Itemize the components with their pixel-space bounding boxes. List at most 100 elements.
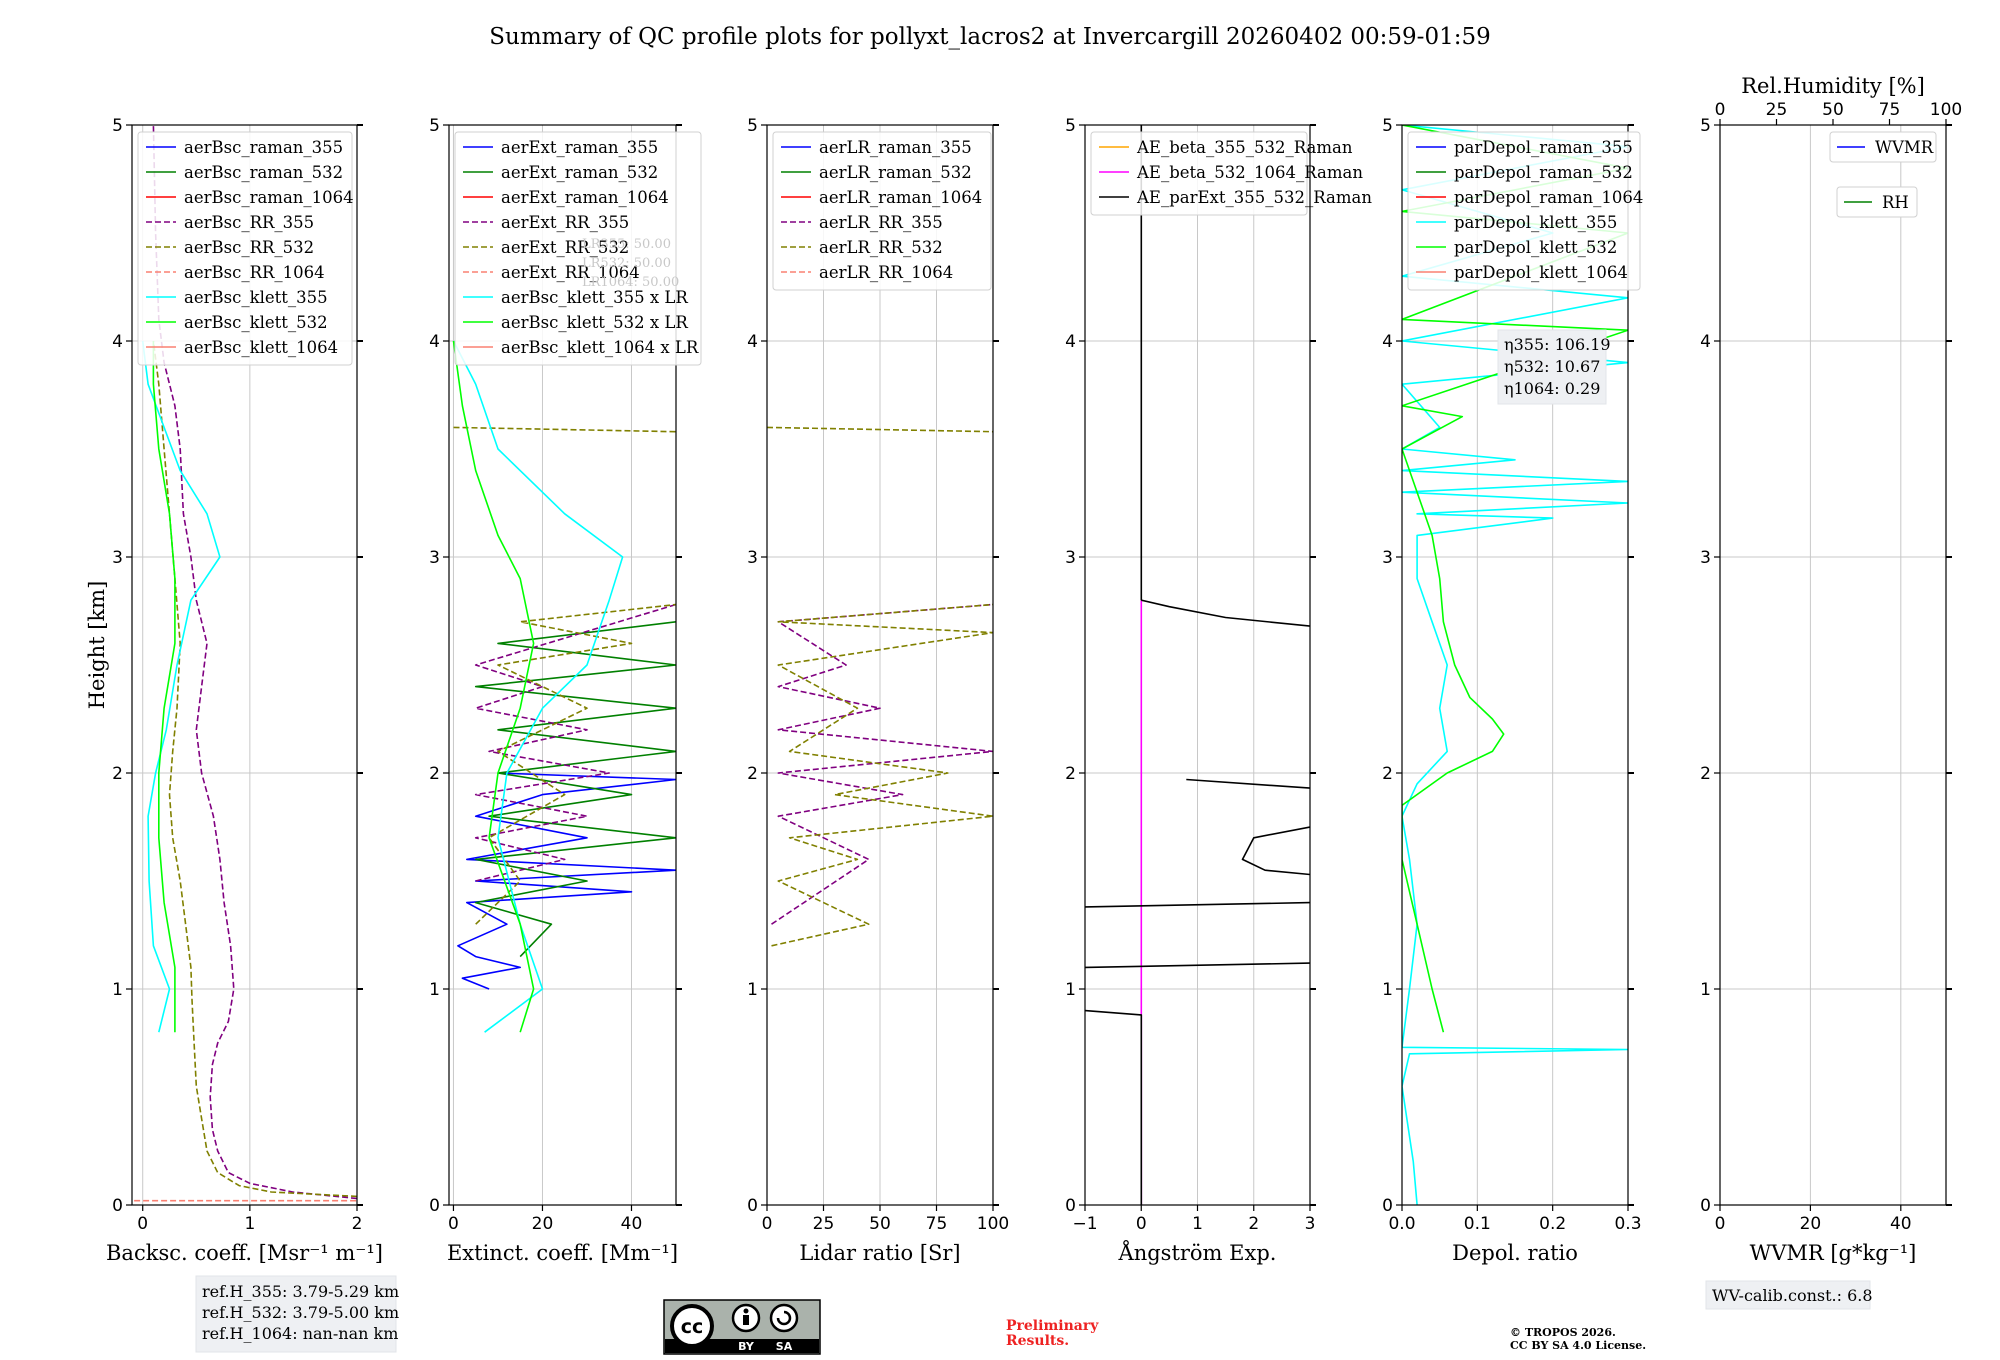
y-tick-label-ae-0: 0 bbox=[1065, 1196, 1076, 1216]
legend-label-ae-1: AE_beta_532_1064_Raman bbox=[1136, 163, 1363, 182]
faint-lr-label-1: LR532: 50.00 bbox=[582, 256, 671, 271]
y-tick-label-depol-0: 0 bbox=[1382, 1196, 1393, 1216]
y-tick-label-ext-0: 0 bbox=[429, 1196, 440, 1216]
y-tick-label-bsc-0: 0 bbox=[112, 1196, 123, 1216]
legend-box-wvmr-1 bbox=[1836, 186, 1918, 218]
series-group-ext bbox=[452, 340, 676, 1033]
legend-label-bsc-8: aerBsc_klett_1064 bbox=[184, 338, 338, 357]
x-tick-label-wvmr-0: 0 bbox=[1715, 1214, 1726, 1234]
y-tick-label-bsc-1: 1 bbox=[112, 980, 123, 1000]
sa-label: SA bbox=[776, 1340, 793, 1353]
legend-label-depol-1: parDepol_raman_532 bbox=[1454, 163, 1633, 182]
x-tick-label-depol-3: 0.3 bbox=[1614, 1214, 1641, 1234]
legend-label-ext-4: aerExt_RR_532 bbox=[501, 238, 629, 257]
series-aerLR_RR_532_high bbox=[767, 426, 993, 433]
faint-lr-label-0: LR355: 50.00 bbox=[582, 237, 671, 252]
x-tick-label-lr-0: 0 bbox=[762, 1214, 773, 1234]
cc-license-badge: cc BY SA bbox=[663, 1299, 821, 1355]
y-tick-label-ae-5: 5 bbox=[1065, 116, 1076, 136]
y-tick-label-bsc-2: 2 bbox=[112, 764, 123, 784]
legend-label-lr-3: aerLR_RR_355 bbox=[819, 213, 943, 232]
x-tick-label-lr-4: 100 bbox=[977, 1214, 1009, 1234]
panel-bsc: 0 1 2 3 4 5 0 1 2 Backsc. coeff. [Msr⁻¹ m⁻¹] aerBs… bbox=[106, 116, 383, 1265]
y-tick-label-ae-3: 3 bbox=[1065, 548, 1076, 568]
legend-label-depol-2: parDepol_raman_1064 bbox=[1454, 188, 1643, 207]
y-tick-label-ae-2: 2 bbox=[1065, 764, 1076, 784]
panel-ext: 0 1 2 3 4 5 0 20 40 Extinct. coeff. [Mm⁻¹] aerExt_… bbox=[429, 116, 702, 1265]
series-group-lr bbox=[767, 426, 993, 947]
x-tick-label-ae-2: 1 bbox=[1192, 1214, 1203, 1234]
ref-height-355: ref.H_355: 3.79-5.29 km bbox=[202, 1282, 399, 1301]
series-aerBsc_RR_355 bbox=[152, 125, 357, 1200]
top-x-tick-label-3: 75 bbox=[1879, 100, 1901, 120]
y-tick-label-wvmr-3: 3 bbox=[1700, 548, 1711, 568]
y-tick-label-depol-3: 3 bbox=[1382, 548, 1393, 568]
series-aerLR_RR_355 bbox=[771, 603, 993, 925]
legend-box-ae bbox=[1090, 131, 1308, 216]
legend-label-bsc-6: aerBsc_klett_355 bbox=[184, 288, 328, 307]
by-icon-head bbox=[743, 1308, 749, 1314]
top-axis-label: Rel.Humidity [%] bbox=[1741, 74, 1925, 98]
preliminary-line-2: Results. bbox=[1006, 1333, 1069, 1349]
preliminary-line-1: Preliminary bbox=[1006, 1318, 1099, 1334]
series-aerLR_RR_532 bbox=[771, 603, 993, 947]
legend-label-bsc-2: aerBsc_raman_1064 bbox=[184, 188, 354, 207]
legend-box-depol bbox=[1407, 131, 1641, 291]
legend-label-bsc-7: aerBsc_klett_532 bbox=[184, 313, 328, 332]
legend-label-ae-2: AE_parExt_355_532_Raman bbox=[1136, 188, 1372, 207]
legend-label-ext-8: aerBsc_klett_1064 x LR bbox=[501, 338, 699, 357]
legend-box-wvmr-0 bbox=[1829, 131, 1937, 163]
x-tick-label-ext-1: 20 bbox=[532, 1214, 554, 1234]
y-tick-label-lr-2: 2 bbox=[747, 764, 758, 784]
legend-label-bsc-1: aerBsc_raman_532 bbox=[184, 163, 343, 182]
legend-label-depol-3: parDepol_klett_355 bbox=[1454, 213, 1617, 232]
by-icon-body bbox=[743, 1315, 749, 1325]
y-tick-label-depol-4: 4 bbox=[1382, 332, 1393, 352]
y-tick-label-lr-0: 0 bbox=[747, 1196, 758, 1216]
legend-label-ext-2: aerExt_raman_1064 bbox=[501, 188, 669, 207]
x-tick-label-depol-0: 0.0 bbox=[1388, 1214, 1415, 1234]
legend-label-depol-5: parDepol_klett_1064 bbox=[1454, 263, 1628, 282]
y-tick-label-wvmr-4: 4 bbox=[1700, 332, 1711, 352]
top-x-tick-label-4: 100 bbox=[1930, 100, 1962, 120]
y-tick-label-wvmr-1: 1 bbox=[1700, 980, 1711, 1000]
x-tick-label-ext-2: 40 bbox=[621, 1214, 643, 1234]
legend-label-depol-4: parDepol_klett_532 bbox=[1454, 238, 1617, 257]
series-AE_parExt_355_532_Raman_f bbox=[1141, 599, 1310, 627]
x-tick-label-ext-0: 0 bbox=[448, 1214, 459, 1234]
cc-icon bbox=[670, 1304, 714, 1348]
y-tick-label-lr-3: 3 bbox=[747, 548, 758, 568]
top-x-tick-label-2: 50 bbox=[1822, 100, 1844, 120]
series-aerBsc_klett_532 x LR bbox=[452, 340, 535, 1033]
legend-label-ext-0: aerExt_raman_355 bbox=[501, 138, 658, 157]
cc-icon-text: cc bbox=[681, 1316, 704, 1338]
eta-label-2: η1064: 0.29 bbox=[1504, 379, 1600, 398]
series-AE_parExt_355_532_Raman bbox=[1085, 1009, 1143, 1205]
sa-icon bbox=[769, 1303, 799, 1333]
y-tick-label-ext-4: 4 bbox=[429, 332, 440, 352]
legend-label-bsc-3: aerBsc_RR_355 bbox=[184, 213, 314, 232]
axes-frame-ext bbox=[448, 124, 677, 1206]
eta-box-bg bbox=[1497, 329, 1607, 405]
x-axis-label-ae: Ångström Exp. bbox=[1118, 1240, 1277, 1265]
x-tick-label-ae-0: −1 bbox=[1072, 1214, 1097, 1234]
legend-label-bsc-4: aerBsc_RR_532 bbox=[184, 238, 314, 257]
series-AE_parExt_355_532_Raman_d bbox=[1241, 826, 1310, 876]
y-tick-label-depol-2: 2 bbox=[1382, 764, 1393, 784]
legend-label-depol-0: parDepol_raman_355 bbox=[1454, 138, 1633, 157]
x-tick-label-lr-2: 50 bbox=[869, 1214, 891, 1234]
series-aerExt_RR_532 bbox=[475, 603, 676, 925]
wv-calib-box-bg bbox=[1705, 1280, 1871, 1310]
axes-frame-bsc bbox=[131, 124, 358, 1206]
panel-depol: 0 1 2 3 4 5 0.0 0.1 0.2 0.3 Depol. ratio parDepol_r… bbox=[1382, 116, 1643, 1265]
x-axis-label-bsc: Backsc. coeff. [Msr⁻¹ m⁻¹] bbox=[106, 1241, 383, 1265]
x-tick-label-lr-1: 25 bbox=[813, 1214, 835, 1234]
figure-title: Summary of QC profile plots for pollyxt_… bbox=[489, 24, 1490, 50]
x-tick-label-bsc-2: 2 bbox=[352, 1214, 363, 1234]
legend-label-lr-0: aerLR_raman_355 bbox=[819, 138, 972, 157]
ref-height-1064: ref.H_1064: nan-nan km bbox=[202, 1324, 398, 1343]
legend-box-lr bbox=[772, 131, 992, 291]
x-tick-label-ae-3: 2 bbox=[1248, 1214, 1259, 1234]
